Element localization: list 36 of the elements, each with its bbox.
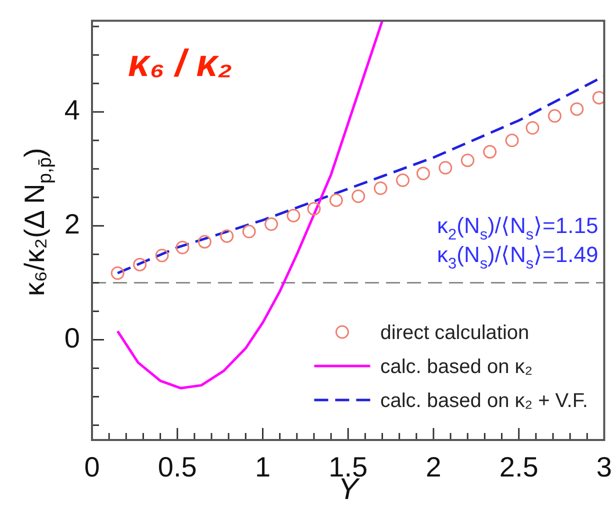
y-tick-label: 4 bbox=[64, 94, 80, 126]
y-tick-label: 2 bbox=[64, 208, 80, 240]
point bbox=[198, 235, 212, 249]
x-tick-label: 3 bbox=[596, 452, 612, 483]
point bbox=[220, 229, 234, 243]
point bbox=[176, 240, 190, 254]
point bbox=[374, 182, 388, 195]
point bbox=[505, 134, 519, 148]
point bbox=[264, 217, 278, 231]
x-tick-label: 2 bbox=[426, 452, 442, 483]
point bbox=[416, 166, 430, 180]
point bbox=[155, 248, 169, 262]
point bbox=[307, 202, 321, 216]
legend-label: direct calculation bbox=[380, 322, 530, 344]
point bbox=[548, 109, 562, 123]
point bbox=[483, 145, 497, 159]
y-tick-label: 0 bbox=[64, 322, 80, 354]
point bbox=[133, 258, 147, 272]
point bbox=[242, 224, 256, 238]
point bbox=[352, 189, 366, 203]
point bbox=[110, 266, 124, 280]
legend-label: calc. based on κ₂ + V.F. bbox=[380, 390, 588, 412]
point bbox=[329, 193, 343, 207]
legend-label: calc. based on κ₂ bbox=[380, 356, 533, 378]
x-tick-label: 0 bbox=[84, 452, 100, 483]
point bbox=[592, 90, 604, 104]
x-tick-label: 0.5 bbox=[158, 452, 197, 483]
point bbox=[396, 174, 410, 188]
text: κ₆ / κ₂ bbox=[128, 42, 232, 85]
x-tick-label: 1 bbox=[254, 452, 271, 483]
point bbox=[286, 208, 300, 222]
point bbox=[460, 154, 474, 168]
point bbox=[570, 102, 584, 116]
x-tick-label: 2.5 bbox=[499, 452, 538, 483]
point bbox=[438, 161, 452, 174]
point bbox=[526, 121, 540, 135]
